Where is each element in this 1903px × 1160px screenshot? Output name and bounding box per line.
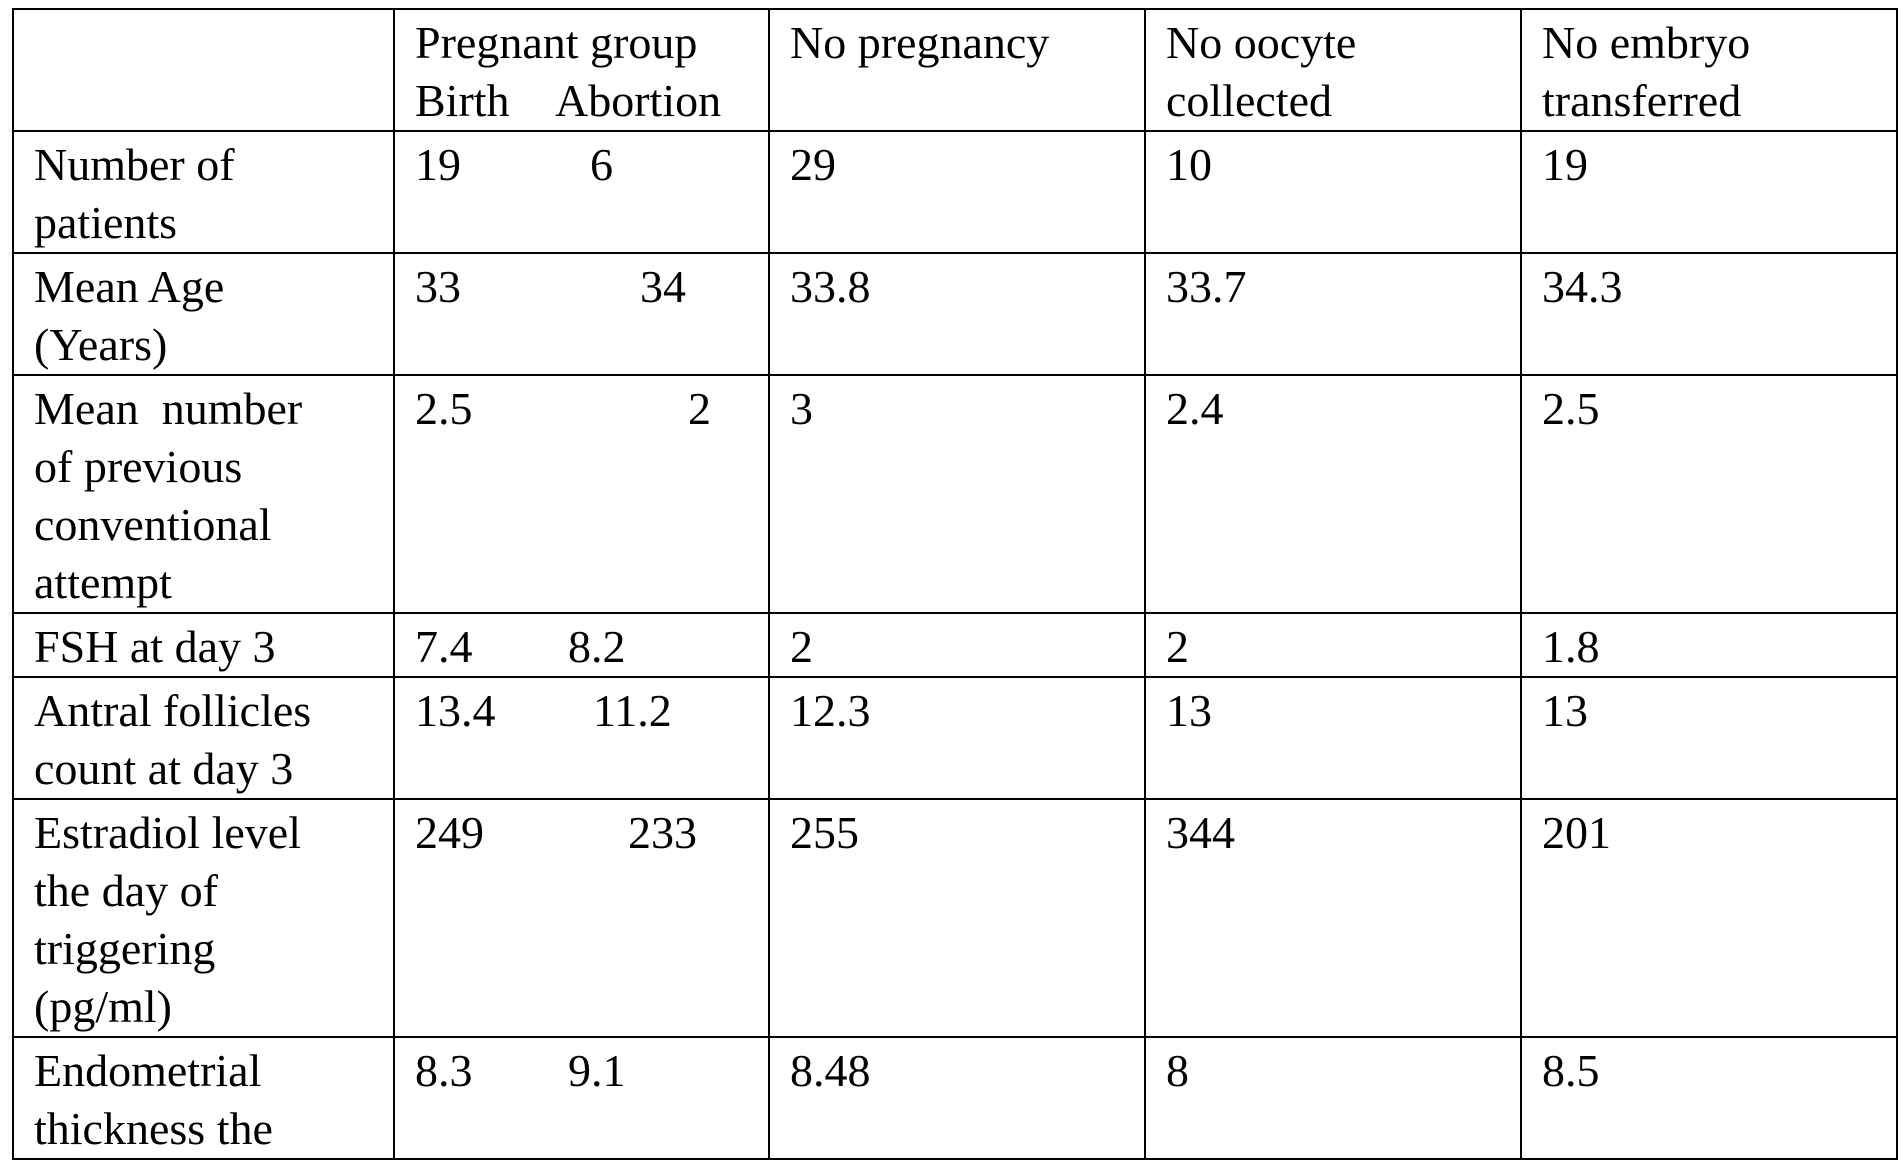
- abortion-value: 34: [640, 261, 686, 312]
- no-pregnancy-cell: 12.3: [768, 676, 1146, 800]
- header-no-oocyte-line2: collected: [1166, 75, 1333, 126]
- no-embryo-cell: 8.5: [1520, 1036, 1898, 1160]
- table-row: Mean Age (Years) 33 34 33.8 33.7 34.3: [12, 252, 1898, 376]
- header-abortion: Abortion: [555, 75, 722, 126]
- row-label-cell: Endometrial thickness the: [12, 1036, 395, 1160]
- pregnant-group-cell: 19 6: [393, 130, 770, 254]
- pregnant-group-cell: 8.3 9.1: [393, 1036, 770, 1160]
- header-cell-no-embryo: No embryo transferred: [1520, 8, 1898, 132]
- header-pregnant-group: Pregnant group: [415, 17, 698, 68]
- header-cell-pregnant-group: Pregnant group Birth Abortion: [393, 8, 770, 132]
- no-pregnancy-cell: 8.48: [768, 1036, 1146, 1160]
- header-no-oocyte-line1: No oocyte: [1166, 17, 1357, 68]
- row-label-line: patients: [34, 197, 178, 248]
- pregnant-group-cell: 7.4 8.2: [393, 612, 770, 678]
- abortion-value: 9.1: [568, 1045, 626, 1096]
- header-no-embryo-line2: transferred: [1542, 75, 1742, 126]
- no-pregnancy-cell: 33.8: [768, 252, 1146, 376]
- row-label-line: thickness the: [34, 1103, 273, 1154]
- no-embryo-cell: 1.8: [1520, 612, 1898, 678]
- pregnant-group-cell: 33 34: [393, 252, 770, 376]
- row-label-line: FSH at day 3: [34, 621, 276, 672]
- row-label-line: Mean Age: [34, 261, 225, 312]
- abortion-value: 8.2: [568, 621, 626, 672]
- abortion-value: 6: [590, 139, 613, 190]
- no-embryo-cell: 19: [1520, 130, 1898, 254]
- row-label-line: (Years): [34, 319, 168, 370]
- no-embryo-cell: 34.3: [1520, 252, 1898, 376]
- row-label-line: the day of: [34, 865, 218, 916]
- row-label-line: Number of: [34, 139, 235, 190]
- row-label-line: Mean number: [34, 383, 303, 434]
- row-label-line: Endometrial: [34, 1045, 262, 1096]
- row-label-line: (pg/ml): [34, 981, 172, 1032]
- no-oocyte-cell: 33.7: [1144, 252, 1522, 376]
- row-label-cell: FSH at day 3: [12, 612, 395, 678]
- row-label-line: Estradiol level: [34, 807, 301, 858]
- birth-value: 13.4: [415, 685, 496, 736]
- row-label-cell: Number of patients: [12, 130, 395, 254]
- birth-value: 8.3: [415, 1045, 473, 1096]
- header-cell-no-pregnancy: No pregnancy: [768, 8, 1146, 132]
- no-embryo-cell: 2.5: [1520, 374, 1898, 614]
- row-label-cell: Antral follicles count at day 3: [12, 676, 395, 800]
- row-label-line: of previous: [34, 441, 243, 492]
- header-cell-no-oocyte: No oocyte collected: [1144, 8, 1522, 132]
- abortion-value: 11.2: [593, 685, 672, 736]
- row-label-line: count at day 3: [34, 743, 294, 794]
- header-no-embryo-line1: No embryo: [1542, 17, 1751, 68]
- abortion-value: 233: [628, 807, 697, 858]
- pregnant-group-cell: 13.4 11.2: [393, 676, 770, 800]
- abortion-value: 2: [688, 383, 711, 434]
- no-oocyte-cell: 2.4: [1144, 374, 1522, 614]
- no-oocyte-cell: 2: [1144, 612, 1522, 678]
- no-pregnancy-cell: 3: [768, 374, 1146, 614]
- pregnant-group-cell: 249 233: [393, 798, 770, 1038]
- row-label-cell: Estradiol level the day of triggering (p…: [12, 798, 395, 1038]
- birth-value: 7.4: [415, 621, 473, 672]
- row-label-cell: Mean Age (Years): [12, 252, 395, 376]
- header-row: Pregnant group Birth Abortion No pregnan…: [12, 8, 1898, 132]
- no-embryo-cell: 201: [1520, 798, 1898, 1038]
- table-row: Mean number of previous conventional att…: [12, 374, 1898, 614]
- table-row: Number of patients 19 6 29 10 19: [12, 130, 1898, 254]
- pregnant-group-cell: 2.5 2: [393, 374, 770, 614]
- no-oocyte-cell: 344: [1144, 798, 1522, 1038]
- no-pregnancy-cell: 29: [768, 130, 1146, 254]
- birth-value: 2.5: [415, 383, 473, 434]
- row-label-line: Antral follicles: [34, 685, 312, 736]
- header-birth: Birth: [415, 75, 510, 126]
- table-row: Antral follicles count at day 3 13.4 11.…: [12, 676, 1898, 800]
- no-oocyte-cell: 10: [1144, 130, 1522, 254]
- no-oocyte-cell: 8: [1144, 1036, 1522, 1160]
- birth-value: 19: [415, 139, 461, 190]
- data-table: Pregnant group Birth Abortion No pregnan…: [12, 8, 1898, 1160]
- table-row: FSH at day 3 7.4 8.2 2 2 1.8: [12, 612, 1898, 678]
- row-label-line: conventional: [34, 499, 272, 550]
- birth-value: 249: [415, 807, 484, 858]
- row-label-cell: Mean number of previous conventional att…: [12, 374, 395, 614]
- row-label-line: attempt: [34, 557, 172, 608]
- row-label-line: triggering: [34, 923, 216, 974]
- no-pregnancy-cell: 255: [768, 798, 1146, 1038]
- header-no-pregnancy: No pregnancy: [790, 17, 1050, 68]
- no-embryo-cell: 13: [1520, 676, 1898, 800]
- table-row: Endometrial thickness the 8.3 9.1 8.48 8…: [12, 1036, 1898, 1160]
- birth-value: 33: [415, 261, 461, 312]
- no-oocyte-cell: 13: [1144, 676, 1522, 800]
- header-cell-label: [12, 8, 395, 132]
- table-row: Estradiol level the day of triggering (p…: [12, 798, 1898, 1038]
- no-pregnancy-cell: 2: [768, 612, 1146, 678]
